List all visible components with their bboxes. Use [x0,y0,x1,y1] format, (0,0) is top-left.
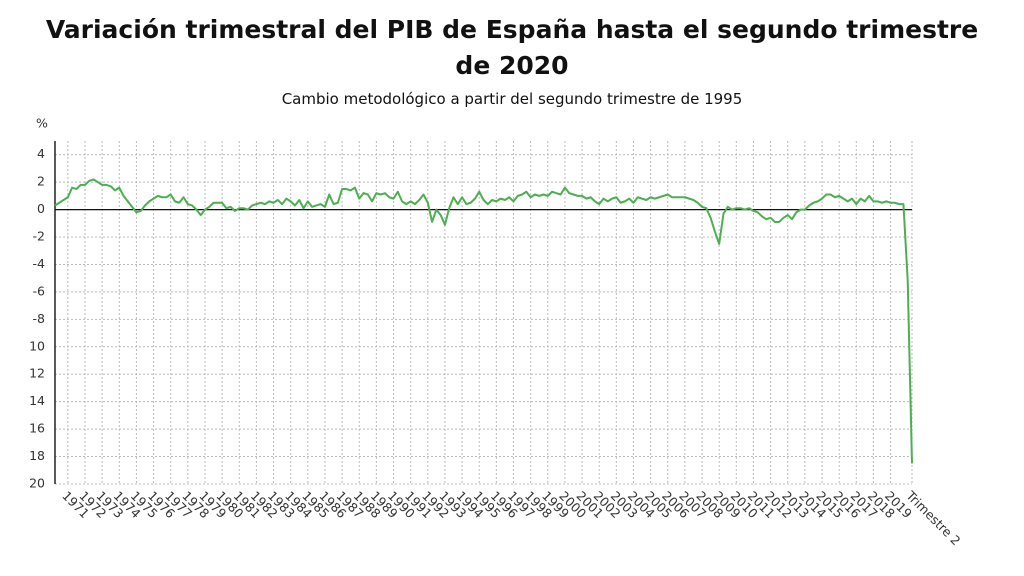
y-tick-label: -2 [33,229,45,244]
y-tick-label: -6 [33,283,46,298]
y-tick-label: 20 [29,476,45,491]
y-tick-label: 0 [37,201,45,216]
y-tick-label: 14 [29,393,45,408]
y-tick-label: -8 [33,311,46,326]
y-tick-label: -4 [33,256,46,271]
y-tick-label: 12 [29,366,45,381]
data-line [54,178,913,464]
chart-title: Variación trimestral del PIB de España h… [45,15,979,80]
chart-subtitle: Cambio metodológico a partir del segundo… [281,90,743,108]
y-tick-label: 16 [29,421,45,436]
x-tick-label: Trimestre 2 [903,487,964,548]
y-tick-label: 18 [29,448,45,463]
y-tick-label: 2 [37,174,45,189]
y-axis-label: % [36,116,48,131]
y-tick-label: 10 [29,338,45,353]
y-tick-label: 4 [37,146,45,161]
